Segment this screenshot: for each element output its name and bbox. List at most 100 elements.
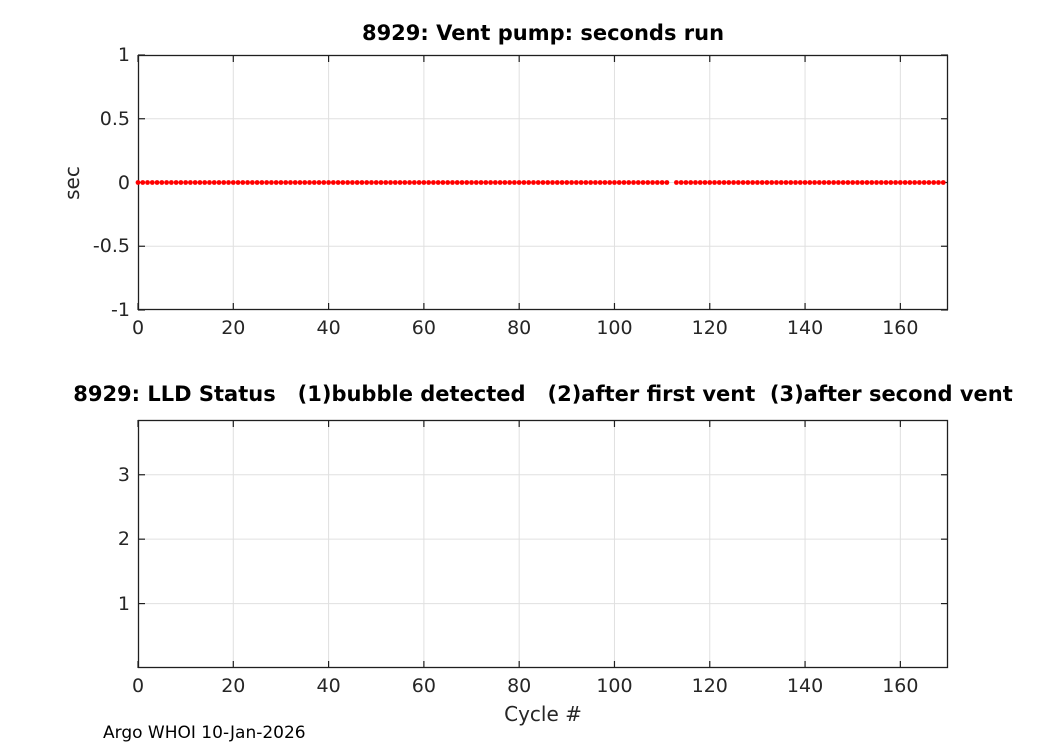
data-point: [745, 180, 751, 185]
data-point: [626, 180, 632, 185]
data-point: [521, 180, 527, 185]
data-point: [369, 180, 374, 185]
data-point: [936, 180, 941, 185]
lld-status-plot-title: 8929: LLD Status (1)bubble detected (2)a…: [73, 382, 1013, 406]
data-point: [397, 180, 403, 185]
x-tick-label: 80: [507, 317, 532, 339]
data-point: [940, 180, 946, 185]
data-point: [869, 180, 875, 185]
figure-footer-text: Argo WHOI 10-Jan-2026: [103, 723, 306, 743]
data-point: [893, 180, 898, 185]
data-point: [469, 180, 474, 185]
x-tick-label: 100: [596, 675, 633, 697]
data-point: [197, 180, 203, 185]
data-point: [192, 180, 198, 185]
axes-canvas: [137, 419, 949, 669]
data-point: [702, 180, 708, 185]
data-point: [459, 180, 465, 185]
data-point: [674, 180, 679, 185]
data-point: [411, 180, 417, 185]
data-point: [564, 180, 570, 185]
y-tick-label: -1: [111, 299, 130, 321]
data-point: [807, 180, 813, 185]
data-point: [202, 180, 208, 185]
data-point: [135, 180, 141, 185]
data-point: [383, 180, 389, 185]
data-point: [802, 180, 808, 185]
data-point: [292, 180, 298, 185]
data-point: [569, 180, 574, 185]
data-point: [578, 180, 584, 185]
data-point: [812, 180, 817, 185]
data-point: [445, 180, 451, 185]
data-point: [297, 180, 303, 185]
data-point: [221, 180, 227, 185]
data-point: [283, 180, 289, 185]
data-point: [640, 180, 646, 185]
data-point: [178, 180, 184, 185]
data-point: [836, 180, 841, 185]
data-point: [373, 180, 379, 185]
data-point: [693, 180, 698, 185]
data-point: [902, 180, 908, 185]
axes-canvas: [135, 54, 949, 311]
data-point: [188, 180, 193, 185]
data-point: [211, 180, 217, 185]
data-point: [645, 180, 651, 185]
y-tick-label: 0.5: [99, 107, 130, 130]
x-tick-label: 0: [131, 317, 145, 339]
axes-box: [137, 419, 949, 669]
x-tick-label: 60: [411, 317, 436, 339]
data-point: [240, 180, 246, 185]
data-point: [321, 180, 327, 185]
y-tick-label: 0: [117, 171, 130, 194]
data-point: [850, 180, 856, 185]
data-point: [168, 180, 174, 185]
data-point: [335, 180, 341, 185]
data-point: [602, 180, 608, 185]
data-point: [164, 180, 169, 185]
data-point: [402, 180, 408, 185]
y-tick-label: 1: [117, 592, 130, 615]
data-point: [407, 180, 412, 185]
data-point: [654, 180, 660, 185]
data-point: [502, 180, 508, 185]
data-point: [740, 180, 746, 185]
data-point: [878, 180, 884, 185]
data-point: [354, 180, 360, 185]
data-point: [488, 180, 493, 185]
vent-pump-axes: 0 20 40 60 80 100 120 140 160 -1 -0.5 0 0.5 1: [93, 44, 949, 339]
data-point: [421, 180, 427, 185]
data-point: [149, 180, 155, 185]
data-point: [759, 180, 765, 185]
data-point: [650, 180, 655, 185]
data-point: [235, 180, 241, 185]
data-point: [416, 180, 422, 185]
x-tick-label: 160: [882, 317, 919, 339]
data-point: [245, 180, 250, 185]
data-point: [635, 180, 641, 185]
data-point: [783, 180, 789, 185]
data-point: [821, 180, 827, 185]
data-point: [616, 180, 622, 185]
data-point: [512, 180, 517, 185]
data-point: [454, 180, 460, 185]
data-point: [254, 180, 260, 185]
data-point: [531, 180, 536, 185]
data-point: [492, 180, 498, 185]
data-point: [897, 180, 903, 185]
data-point: [278, 180, 284, 185]
x-tick-label: 40: [316, 675, 341, 697]
data-point: [774, 180, 779, 185]
data-point: [173, 180, 179, 185]
data-point: [473, 180, 479, 185]
x-tick-label: 60: [411, 675, 436, 697]
data-point: [388, 180, 393, 185]
data-point: [216, 180, 222, 185]
data-point: [788, 180, 794, 185]
data-point: [183, 180, 189, 185]
data-point: [855, 180, 860, 185]
data-point: [464, 180, 470, 185]
data-point: [483, 180, 489, 185]
